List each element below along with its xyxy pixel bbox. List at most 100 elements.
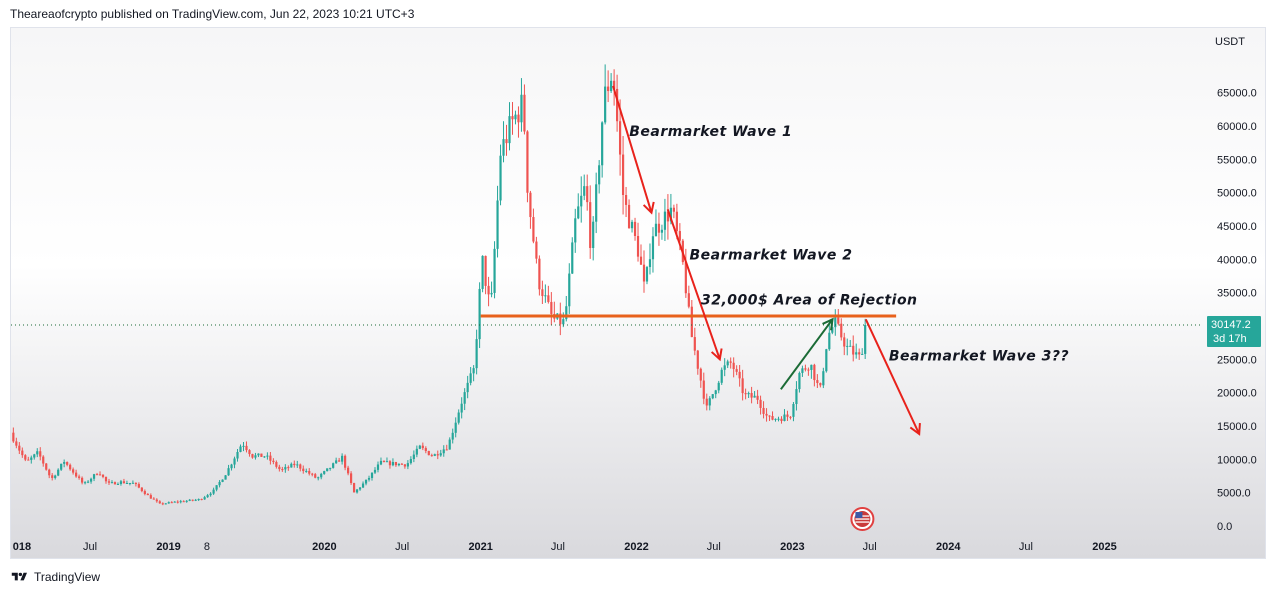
candle	[45, 462, 48, 471]
time-axis[interactable]: 018 Jul 2019 8 2020 Jul 2021 Jul 2022 Jul 2023 Jul 2…	[13, 541, 1117, 553]
candle-body	[48, 469, 51, 476]
candle-body	[406, 463, 409, 467]
candle	[574, 208, 577, 253]
tradingview-logo-icon	[11, 572, 27, 581]
candle-body	[849, 345, 852, 347]
candle	[80, 476, 84, 485]
candle-body	[164, 503, 167, 505]
candle-body	[451, 432, 454, 440]
candle-body	[161, 503, 164, 505]
candle	[30, 455, 33, 464]
candle	[182, 500, 185, 503]
candle-body	[792, 404, 795, 417]
candle-body	[412, 454, 415, 460]
candle	[60, 463, 63, 471]
candle	[571, 237, 574, 274]
candle-body	[690, 306, 693, 338]
us-flag-event-icon[interactable]	[850, 507, 875, 531]
time-tick-label: 2025	[1092, 541, 1116, 553]
price-axis[interactable]: 65000.0 60000.0 55000.0 50000.0 45000.0 40000…	[1217, 88, 1257, 533]
price-tick-label: 15000.0	[1217, 421, 1257, 433]
candle	[463, 388, 466, 411]
candle	[311, 472, 314, 477]
candle	[224, 475, 227, 480]
candle-body	[382, 460, 386, 462]
candle-body	[568, 273, 571, 307]
time-tick-label: Jul	[707, 541, 721, 553]
footer-brand: TradingView	[34, 570, 101, 584]
candle-body	[762, 407, 765, 414]
candle	[164, 503, 167, 505]
candle-body	[636, 235, 640, 257]
candle-body	[532, 217, 535, 242]
candle-body	[822, 371, 825, 386]
candle-body	[529, 192, 532, 218]
candle-body	[63, 462, 66, 464]
candle-body	[855, 352, 858, 355]
candle	[33, 453, 36, 460]
candle	[403, 464, 406, 469]
candle-body	[702, 380, 705, 399]
candle	[502, 121, 505, 163]
candle-body	[717, 382, 720, 391]
candle	[795, 381, 798, 411]
candle-body	[257, 453, 260, 456]
candle-body	[478, 288, 481, 340]
candle	[278, 464, 281, 472]
candle	[813, 363, 816, 387]
candle-body	[858, 352, 861, 355]
candle	[15, 437, 18, 449]
candle-body	[651, 236, 655, 260]
candle-body	[224, 475, 227, 480]
candle-body	[538, 258, 541, 290]
candle	[771, 411, 774, 421]
candle	[499, 144, 502, 206]
candle	[822, 367, 825, 389]
candle	[338, 457, 341, 462]
candle-body	[610, 80, 613, 92]
candle	[302, 465, 305, 474]
candle-body	[837, 317, 840, 324]
time-tick-label: Jul	[395, 541, 409, 553]
red-arrow	[864, 318, 921, 436]
candle	[481, 255, 484, 293]
candle-body	[86, 481, 90, 483]
candle-body	[221, 479, 224, 482]
candle	[601, 121, 604, 178]
candle-body	[666, 211, 670, 222]
candle-body	[12, 432, 15, 442]
candle-body	[254, 455, 257, 458]
candle	[57, 468, 60, 477]
candle	[293, 460, 296, 468]
candle-body	[188, 499, 191, 501]
candle	[379, 457, 383, 466]
candle	[801, 365, 804, 377]
chart-area[interactable]: Bearmarket Wave 1 Bearmarket Wave 2 32,000…	[10, 27, 1266, 559]
candle-body	[541, 289, 544, 297]
candle-body	[723, 365, 726, 370]
candle	[260, 453, 263, 457]
candle-body	[439, 453, 442, 456]
candle	[687, 285, 690, 309]
candle	[696, 349, 699, 375]
current-price-value: 30147.2	[1211, 319, 1251, 331]
candle-body	[583, 186, 586, 196]
candle-body	[843, 337, 846, 347]
price-tick-label: 35000.0	[1217, 288, 1257, 300]
candle-body	[305, 470, 308, 472]
candle	[514, 110, 517, 125]
candle	[284, 464, 287, 473]
candle	[852, 335, 855, 362]
candle-body	[571, 242, 574, 274]
candle	[768, 415, 771, 421]
footer: TradingView	[10, 570, 100, 584]
candle	[855, 343, 858, 359]
candle	[577, 193, 580, 220]
candle-body	[828, 332, 831, 350]
candle	[101, 474, 105, 479]
candle-body	[98, 474, 102, 476]
candle	[610, 73, 613, 93]
chart-canvas[interactable]: Bearmarket Wave 1 Bearmarket Wave 2 32,000…	[11, 28, 1265, 558]
candle	[624, 186, 628, 218]
candle	[792, 401, 795, 422]
